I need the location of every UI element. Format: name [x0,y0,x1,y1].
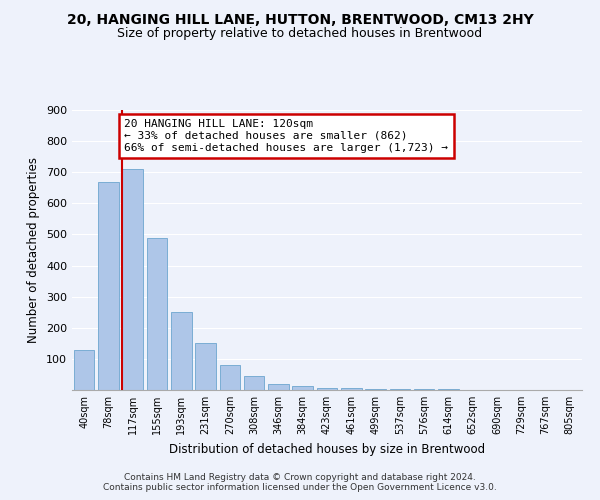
Text: Contains HM Land Registry data © Crown copyright and database right 2024.
Contai: Contains HM Land Registry data © Crown c… [103,473,497,492]
Bar [389,389,410,390]
Bar [317,388,337,390]
Y-axis label: Number of detached properties: Number of detached properties [28,157,40,343]
Bar [122,169,143,390]
Text: 20, HANGING HILL LANE, HUTTON, BRENTWOOD, CM13 2HY: 20, HANGING HILL LANE, HUTTON, BRENTWOOD… [67,12,533,26]
Bar [365,389,386,390]
Bar [146,238,167,390]
X-axis label: Distribution of detached houses by size in Brentwood: Distribution of detached houses by size … [169,442,485,456]
Bar [244,376,265,390]
Bar [268,384,289,390]
Bar [292,386,313,390]
Bar [195,344,216,390]
Bar [171,312,191,390]
Bar [220,365,240,390]
Text: 20 HANGING HILL LANE: 120sqm
← 33% of detached houses are smaller (862)
66% of s: 20 HANGING HILL LANE: 120sqm ← 33% of de… [124,120,448,152]
Bar [341,388,362,390]
Text: Size of property relative to detached houses in Brentwood: Size of property relative to detached ho… [118,28,482,40]
Bar [74,350,94,390]
Bar [98,182,119,390]
